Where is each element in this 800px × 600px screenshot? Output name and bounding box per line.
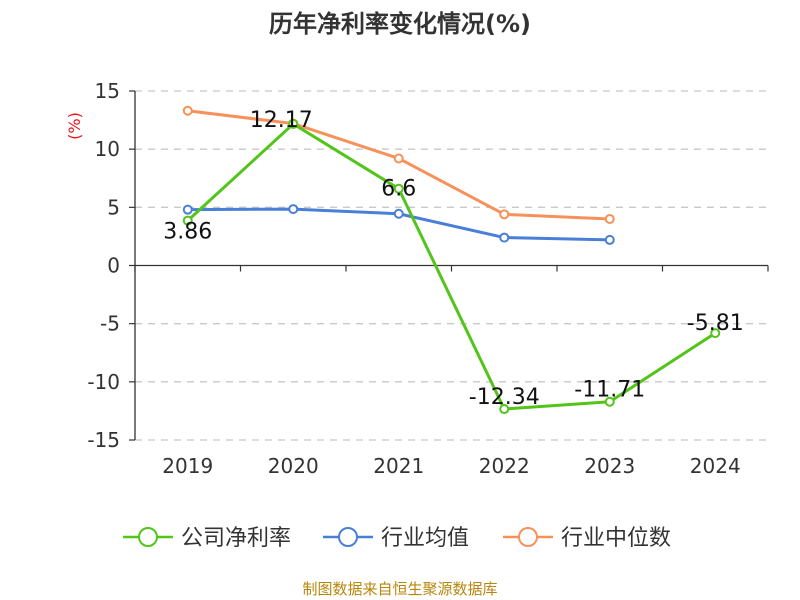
axes: 15 10 5 0 -5 -10 -15 2019 2020 2021 2022 2023 2024 bbox=[87, 79, 769, 478]
data-labels: 3.86 12.17 6.6 -12.34 -11.71 -5.81 bbox=[163, 108, 743, 410]
data-label: -5.81 bbox=[687, 311, 744, 336]
data-label: 3.86 bbox=[163, 220, 212, 245]
x-tick-label: 2024 bbox=[690, 454, 741, 478]
data-point bbox=[710, 328, 721, 339]
data-point bbox=[604, 213, 615, 224]
data-point bbox=[499, 404, 510, 415]
chart-title: 历年净利率变化情况(%) bbox=[269, 10, 531, 38]
data-point bbox=[393, 153, 404, 164]
data-point bbox=[393, 183, 404, 194]
y-tick-label: -10 bbox=[87, 370, 120, 394]
legend: 公司净利率 行业均值 行业中位数 bbox=[123, 526, 671, 551]
y-tick-label: 0 bbox=[107, 254, 120, 278]
data-point bbox=[604, 396, 615, 407]
grid-lines bbox=[135, 90, 768, 441]
legend-label: 行业均值 bbox=[381, 526, 469, 551]
data-point bbox=[393, 208, 404, 219]
data-label: 6.6 bbox=[381, 177, 416, 202]
x-tick-label: 2023 bbox=[584, 454, 635, 478]
legend-marker bbox=[138, 527, 158, 547]
y-tick-label: 5 bbox=[107, 195, 120, 219]
x-tick-label: 2019 bbox=[162, 454, 213, 478]
data-point bbox=[288, 118, 299, 129]
y-tick-label: 15 bbox=[95, 79, 120, 103]
y-tick-label: -15 bbox=[87, 428, 120, 452]
data-label: -11.71 bbox=[574, 378, 645, 403]
legend-label: 行业中位数 bbox=[561, 526, 671, 551]
series-line bbox=[186, 122, 717, 411]
source-note: 制图数据来自恒生聚源数据库 bbox=[302, 580, 497, 598]
data-point bbox=[182, 215, 193, 226]
data-point bbox=[499, 232, 510, 243]
legend-marker bbox=[518, 527, 538, 547]
data-label: 12.17 bbox=[250, 108, 313, 133]
legend-label: 公司净利率 bbox=[181, 526, 291, 551]
y-tick-label: 10 bbox=[95, 137, 120, 161]
data-point bbox=[288, 204, 299, 215]
data-point bbox=[604, 234, 615, 245]
legend-marker bbox=[338, 527, 358, 547]
data-label: -12.34 bbox=[469, 385, 540, 410]
data-point bbox=[182, 105, 193, 116]
y-tick-label: -5 bbox=[100, 312, 120, 336]
x-tick-label: 2021 bbox=[373, 454, 424, 478]
data-point bbox=[499, 209, 510, 220]
x-tick-label: 2022 bbox=[479, 454, 530, 478]
series-group bbox=[182, 105, 721, 415]
x-tick-label: 2020 bbox=[268, 454, 319, 478]
y-axis-label: (%) bbox=[65, 112, 84, 140]
data-point bbox=[182, 204, 193, 215]
